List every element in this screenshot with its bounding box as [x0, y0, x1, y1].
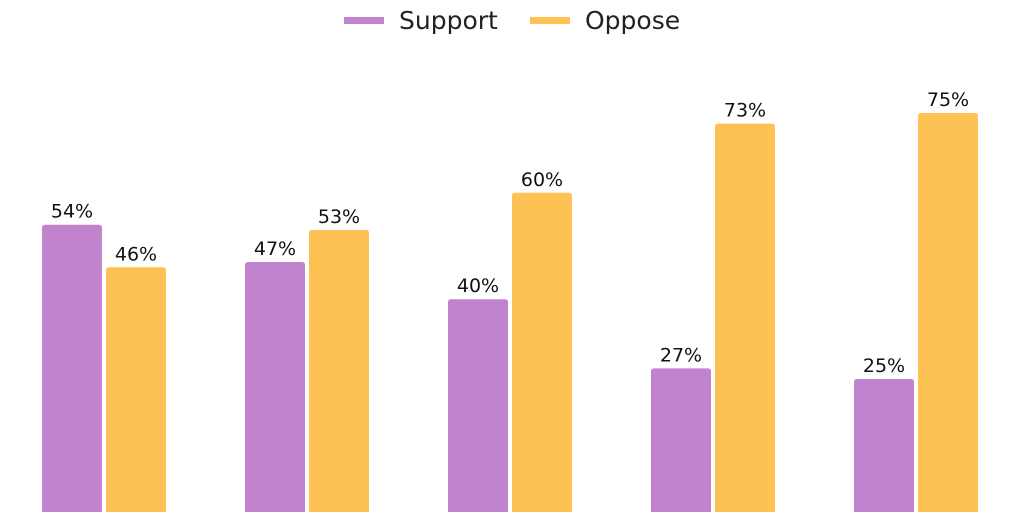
data-label-support-1: 54%	[51, 201, 93, 223]
bar-group-5: 25% 75%	[854, 89, 978, 512]
data-label-support-4: 27%	[660, 344, 702, 366]
legend-swatch-oppose	[530, 17, 570, 24]
legend-item-oppose: Oppose	[530, 6, 680, 35]
bar-group-3: 40% 60%	[448, 169, 572, 512]
bar-oppose-1	[106, 267, 166, 512]
legend-swatch-support	[344, 17, 384, 24]
bar-oppose-5	[918, 113, 978, 512]
data-label-support-5: 25%	[863, 355, 905, 377]
bar-group-1: 54% 46%	[42, 201, 166, 512]
data-label-oppose-5: 75%	[927, 89, 969, 111]
bar-support-4	[651, 368, 711, 512]
bar-group-4: 27% 73%	[651, 100, 775, 512]
legend-item-support: Support	[344, 6, 498, 35]
chart-legend: Support Oppose	[344, 6, 680, 35]
data-label-oppose-3: 60%	[521, 169, 563, 191]
bar-group-2: 47% 53%	[245, 206, 369, 512]
bar-oppose-4	[715, 123, 775, 512]
plot-area: 54% 46% 47% 53% 40% 60% 27% 73% 25% 75%	[42, 89, 978, 512]
data-label-oppose-1: 46%	[115, 243, 157, 265]
data-label-oppose-4: 73%	[724, 100, 766, 122]
bar-support-1	[42, 224, 102, 512]
bar-oppose-2	[309, 230, 369, 512]
data-label-support-2: 47%	[254, 238, 296, 260]
bar-support-5	[854, 379, 914, 512]
bar-support-2	[245, 261, 305, 512]
bar-oppose-3	[512, 192, 572, 512]
legend-label-support: Support	[399, 6, 498, 35]
data-label-support-3: 40%	[457, 275, 499, 297]
bar-support-3	[448, 299, 508, 512]
data-label-oppose-2: 53%	[318, 206, 360, 228]
legend-label-oppose: Oppose	[585, 6, 680, 35]
